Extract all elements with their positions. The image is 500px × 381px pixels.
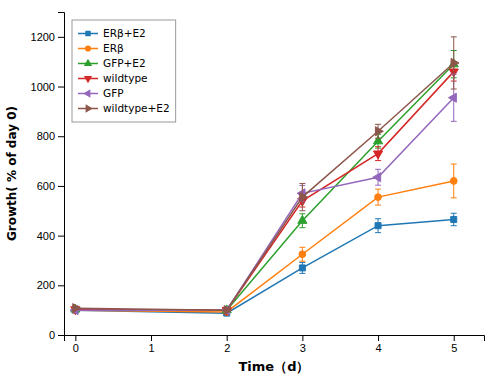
x-tick-label: 4	[375, 342, 381, 354]
legend-label: ERβ+E2	[103, 27, 146, 39]
point	[451, 216, 457, 222]
y-tick: 600	[37, 180, 64, 192]
y-tick-label: 600	[37, 180, 55, 192]
point	[300, 193, 308, 202]
legend-box	[72, 20, 176, 122]
y-tick: 0	[49, 329, 64, 341]
x-tick-label: 2	[224, 342, 230, 354]
y-tick-label: 800	[37, 130, 55, 142]
y-axis-line	[58, 13, 65, 336]
y-tick-mark	[58, 136, 64, 137]
legend-item: ERβ+E2	[78, 27, 146, 39]
y-tick: 1000	[31, 81, 64, 93]
point	[373, 151, 382, 159]
x-tick-mark	[378, 335, 379, 341]
legend-item: ERβ	[78, 42, 124, 54]
point	[375, 194, 382, 201]
y-tick-label: 400	[37, 230, 55, 242]
x-axis: 0 1 2 3 4 5	[65, 335, 485, 354]
point	[375, 127, 383, 136]
series-line	[75, 72, 453, 311]
y-tick: 200	[37, 279, 64, 291]
error-bar	[375, 219, 381, 233]
x-tick: 5	[451, 335, 457, 354]
legend-item: wildtype+E2	[78, 102, 170, 114]
legend-label: ERβ	[103, 42, 124, 54]
point	[450, 178, 457, 185]
x-axis-title: Time（d）	[239, 359, 310, 374]
y-tick-mark	[58, 37, 64, 38]
legend-label: GFP+E2	[103, 57, 146, 69]
y-tick-mark	[58, 285, 64, 286]
error-bar	[451, 164, 457, 198]
y-tick-label: 1000	[31, 81, 55, 93]
legend-label: wildtype	[103, 72, 148, 84]
point	[299, 265, 305, 271]
x-tick-label: 3	[300, 342, 306, 354]
x-tick-label: 5	[451, 342, 457, 354]
point	[375, 223, 381, 229]
x-tick-mark	[454, 335, 455, 341]
chart: 0 1 2 3 4 5 0 200 400 600 800 1000 1200 Time（d） Growth…	[0, 0, 500, 381]
series	[72, 37, 459, 315]
point	[299, 251, 306, 258]
error-bar	[299, 247, 305, 261]
legend-label: wildtype+E2	[103, 102, 170, 114]
legend-marker	[84, 76, 92, 83]
x-tick: 0	[73, 335, 79, 354]
legend-marker	[86, 104, 93, 112]
point	[224, 306, 232, 315]
x-tick-label: 0	[73, 342, 79, 354]
x-tick: 2	[224, 335, 230, 354]
x-tick-mark	[302, 335, 303, 341]
y-tick-mark	[58, 236, 64, 237]
legend-marker	[83, 89, 90, 97]
point	[451, 58, 459, 67]
x-tick-mark	[227, 335, 228, 341]
point	[298, 215, 307, 223]
legend-item: GFP	[78, 87, 124, 99]
legend-marker	[84, 59, 92, 66]
series	[70, 74, 457, 315]
legend-label: GFP	[103, 87, 124, 99]
error-bar	[451, 213, 457, 225]
plot-area	[70, 37, 459, 316]
point	[73, 304, 81, 313]
y-axis: 0 200 400 600 800 1000 1200	[31, 13, 65, 342]
error-bar	[375, 189, 381, 205]
y-tick: 1200	[31, 31, 64, 43]
y-tick: 800	[37, 130, 64, 142]
series-line	[75, 98, 453, 310]
y-tick-mark	[58, 335, 64, 336]
x-tick-mark	[151, 335, 152, 341]
x-tick-label: 1	[148, 342, 154, 354]
x-tick: 1	[148, 335, 154, 354]
y-tick-label: 1200	[31, 31, 55, 43]
point	[448, 93, 456, 102]
series	[72, 164, 457, 315]
x-axis-line	[65, 336, 485, 342]
x-tick: 3	[300, 335, 306, 354]
y-axis-title: Growth( % of day 0)	[5, 106, 19, 241]
legend-marker	[85, 45, 91, 51]
y-tick-label: 200	[37, 279, 55, 291]
legend: ERβ+E2 ERβ GFP+E2 wildtype GFP wildtype+E2	[72, 20, 176, 122]
series-line	[75, 181, 453, 312]
y-tick-mark	[58, 87, 64, 88]
legend-item: wildtype	[78, 72, 148, 84]
point	[373, 173, 381, 182]
y-tick-label: 0	[49, 329, 55, 341]
legend-item: GFP+E2	[78, 57, 146, 69]
legend-marker	[85, 31, 90, 36]
x-tick-mark	[75, 335, 76, 341]
x-tick: 4	[375, 335, 381, 354]
error-bar	[299, 262, 305, 273]
y-tick-mark	[58, 186, 64, 187]
y-tick: 400	[37, 230, 64, 242]
